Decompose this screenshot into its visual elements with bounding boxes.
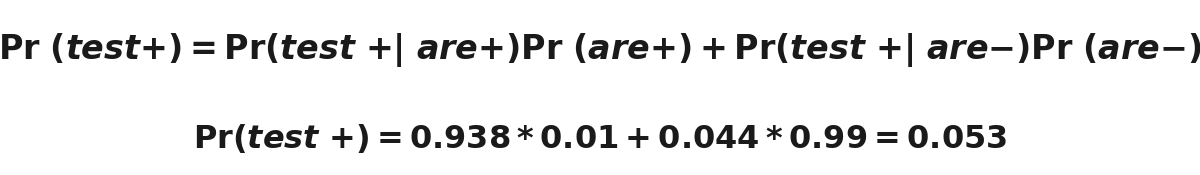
Text: $\bf{Pr}(\mathbfit{test}\ {+}) = \bf{0.938 * 0.01 + 0.044 * 0.99 = 0.053}$: $\bf{Pr}(\mathbfit{test}\ {+}) = \bf{0.9… [193, 122, 1007, 155]
Text: $\bf{Pr}\ (\mathbfit{test}{+}) = \bf{Pr}(\mathbfit{test}\ {+}|\ \mathbfit{are}{+: $\bf{Pr}\ (\mathbfit{test}{+}) = \bf{Pr}… [0, 31, 1200, 69]
